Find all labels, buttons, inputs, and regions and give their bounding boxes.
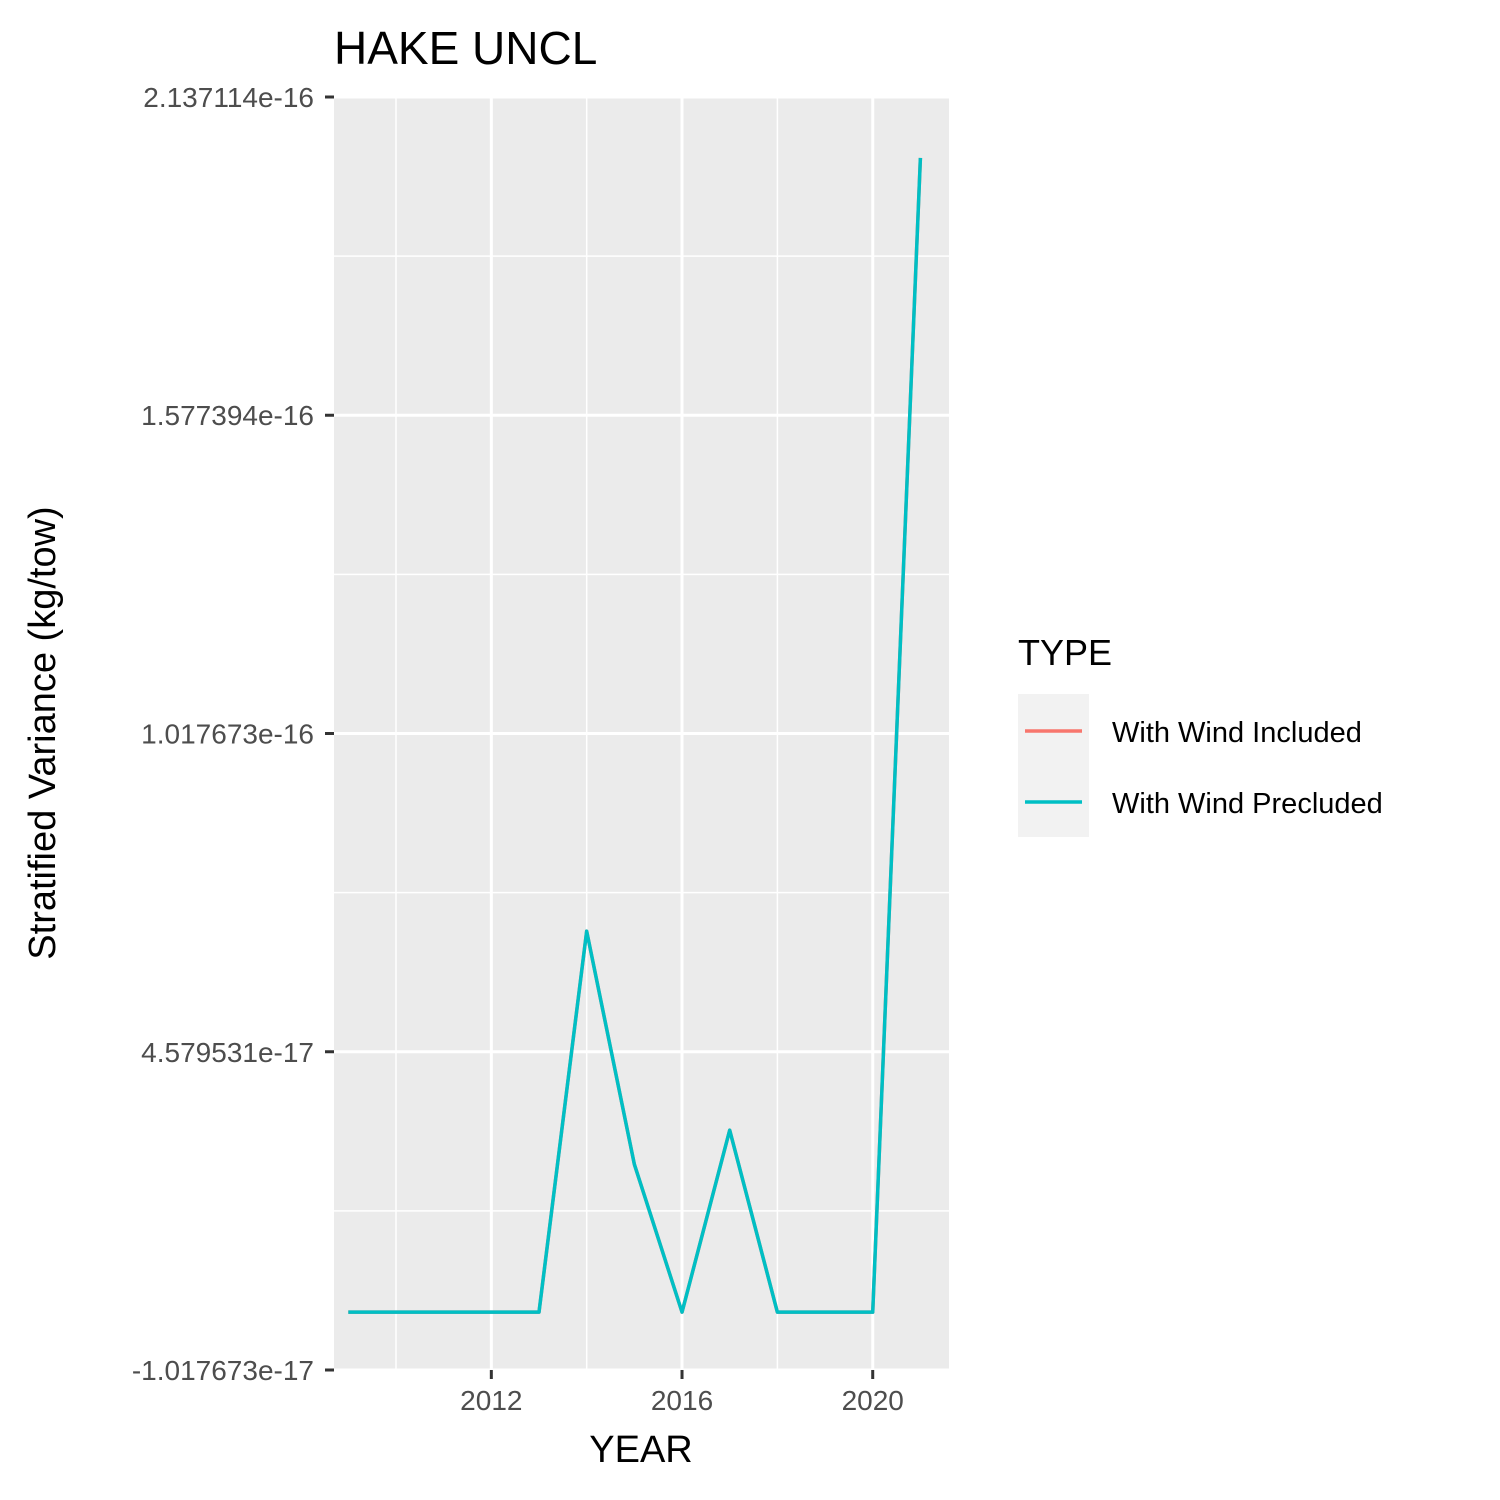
series-lines (348, 157, 923, 1314)
grid-lines (334, 95, 949, 1372)
x-tick-label: 2020 (842, 1385, 904, 1416)
y-tick-label: 1.017673e-16 (141, 719, 314, 750)
x-tick-label: 2016 (651, 1385, 713, 1416)
legend-key-background (1018, 694, 1089, 837)
axes: -1.017673e-17 4.579531e-17 1.017673e-16 1.5… (132, 82, 904, 1416)
x-tick-label: 2012 (460, 1385, 522, 1416)
legend-title: TYPE (1018, 632, 1112, 673)
y-tick-label: -1.017673e-17 (132, 1355, 314, 1386)
series-line-with-wind-precluded (348, 157, 923, 1314)
y-tick-label: 1.577394e-16 (141, 400, 314, 431)
legend: TYPE With Wind Included With Wind Preclu… (1018, 632, 1383, 837)
chart-title: HAKE UNCL (334, 22, 597, 74)
legend-label-with-wind-included: With Wind Included (1112, 717, 1362, 749)
legend-label-with-wind-precluded: With Wind Precluded (1112, 788, 1383, 820)
x-axis-title: YEAR (589, 1429, 692, 1471)
y-tick-label: 2.137114e-16 (143, 82, 314, 113)
y-tick-label: 4.579531e-17 (141, 1037, 314, 1068)
y-axis-title: Stratified Variance (kg/tow) (22, 506, 64, 959)
